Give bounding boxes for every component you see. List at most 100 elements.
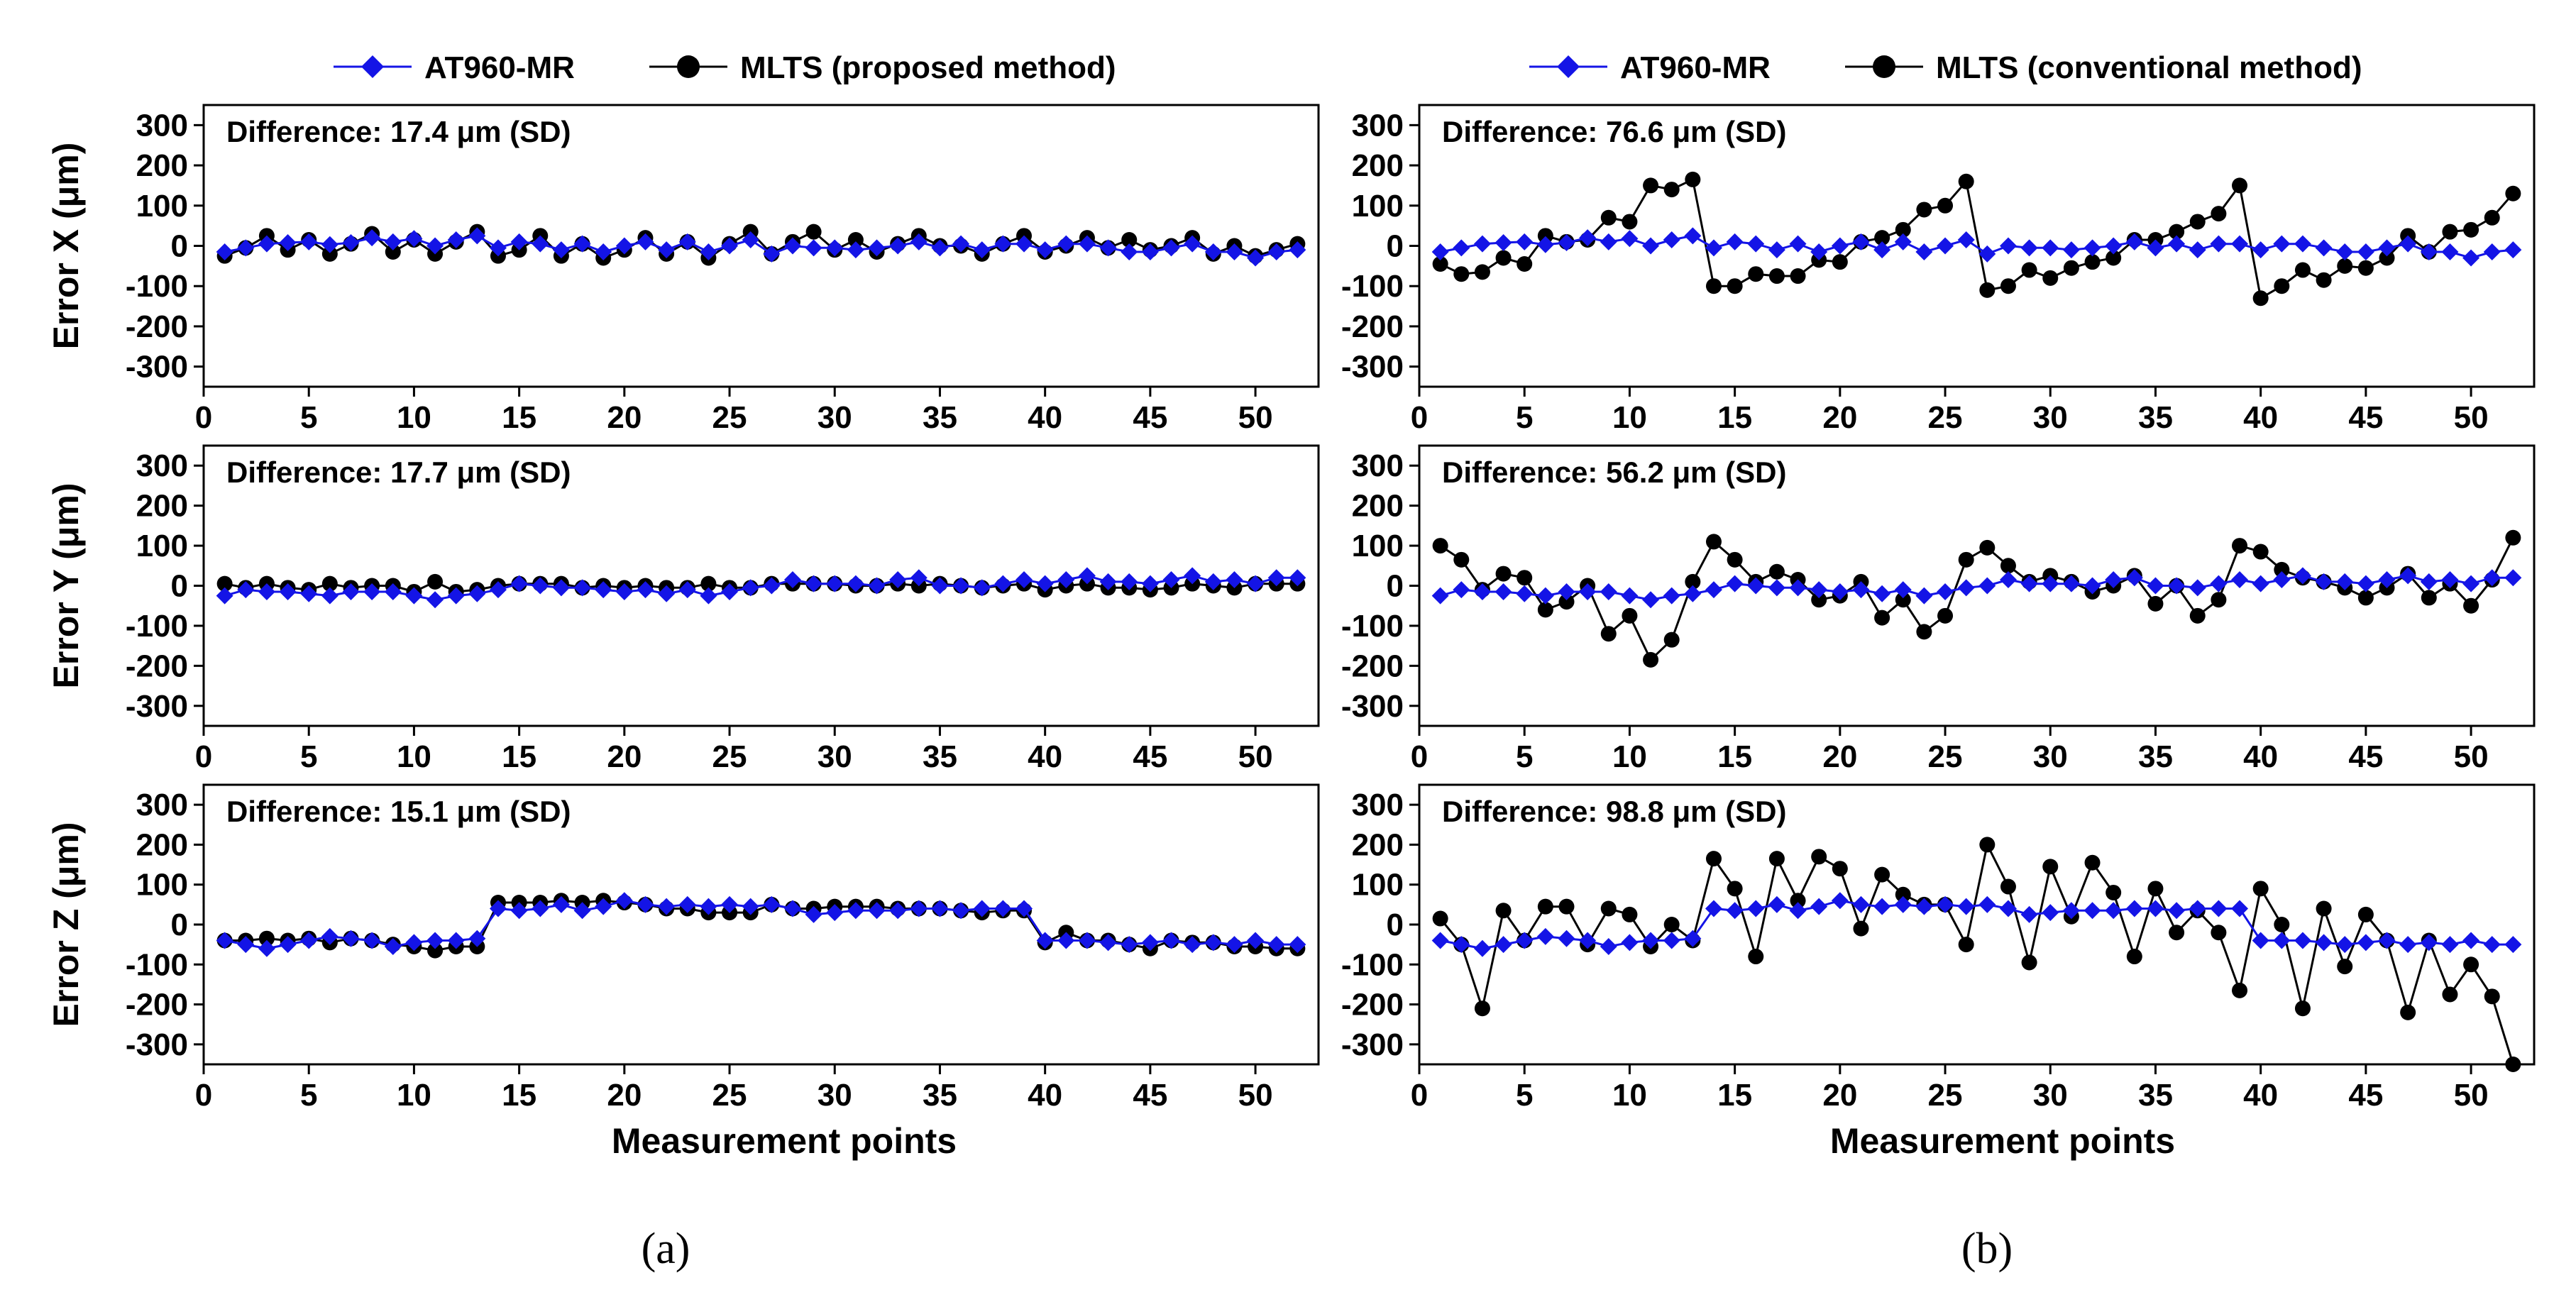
data-point-at960 <box>595 898 612 915</box>
data-point-mlts <box>2337 258 2353 274</box>
data-point-at960 <box>1684 585 1702 602</box>
data-point-at960 <box>258 939 275 957</box>
y-tick-label: 100 <box>136 529 188 563</box>
data-point-at960 <box>2042 904 2059 922</box>
data-point-at960 <box>595 581 612 599</box>
data-point-at960 <box>678 895 696 913</box>
data-point-at960 <box>2062 575 2080 592</box>
data-point-at960 <box>2483 243 2501 261</box>
data-point-at960 <box>363 229 381 247</box>
data-point-at960 <box>552 895 570 913</box>
data-point-at960 <box>1536 927 1554 945</box>
data-point-mlts <box>2316 272 2332 288</box>
chart-panel-4: 0 5 10 15 20 25 30 35 40 45 50 300 200 100 0 -100 -200 -3… <box>1341 444 2536 774</box>
data-point-at960 <box>1642 237 1660 255</box>
data-point-at960 <box>2210 235 2228 253</box>
data-point-at960 <box>2441 243 2459 261</box>
data-point-mlts <box>1600 626 1617 642</box>
data-point-at960 <box>300 585 318 602</box>
data-point-mlts <box>258 930 275 947</box>
data-point-at960 <box>847 241 864 259</box>
data-point-at960 <box>2231 235 2249 253</box>
data-point-at960 <box>279 233 297 251</box>
x-tick-label: 40 <box>1028 1078 1062 1113</box>
data-point-mlts <box>1832 254 1848 270</box>
data-point-at960 <box>2294 932 2311 949</box>
data-point-at960 <box>1473 939 1491 957</box>
y-tick-label: 200 <box>1352 489 1404 524</box>
data-point-mlts <box>1895 592 1911 608</box>
data-point-at960 <box>1999 900 2017 917</box>
data-point-at960 <box>2336 243 2354 261</box>
data-point-mlts <box>1643 651 1659 668</box>
data-point-at960 <box>426 591 444 609</box>
x-tick-label: 25 <box>1928 739 1963 774</box>
x-tick-label: 0 <box>195 1078 212 1113</box>
data-point-at960 <box>889 902 907 920</box>
data-point-mlts <box>1916 202 1932 218</box>
data-point-at960 <box>1873 898 1891 915</box>
data-point-mlts <box>1622 607 1638 624</box>
data-point-at960 <box>868 577 886 595</box>
data-point-at960 <box>1536 587 1554 605</box>
data-point-at960 <box>595 243 612 261</box>
data-point-mlts <box>1727 551 1743 568</box>
data-point-at960 <box>805 905 822 923</box>
data-point-at960 <box>1937 583 1954 600</box>
data-point-at960 <box>1937 895 1954 913</box>
data-point-at960 <box>1579 583 1597 600</box>
data-point-at960 <box>1810 243 1828 261</box>
data-point-at960 <box>1121 243 1138 261</box>
x-tick-label: 5 <box>300 739 317 774</box>
legend-mlts-label: MLTS (conventional method) <box>1936 50 2362 85</box>
series-line-mlts <box>1439 177 2514 300</box>
series-line-at960 <box>1440 574 2514 601</box>
data-point-at960 <box>1289 936 1306 954</box>
data-point-mlts <box>2463 956 2479 973</box>
data-point-at960 <box>1078 932 1096 949</box>
data-point-at960 <box>637 233 654 250</box>
data-point-at960 <box>952 902 970 920</box>
data-point-at960 <box>2504 241 2522 259</box>
data-point-mlts <box>2000 878 2016 895</box>
data-point-at960 <box>1558 930 1575 947</box>
data-point-at960 <box>510 902 528 920</box>
y-tick-label: -100 <box>126 609 188 644</box>
x-tick-label: 30 <box>2033 400 2068 435</box>
plots: 0 5 10 15 20 25 30 35 40 45 503002001000-100-200-3… <box>46 104 2536 1113</box>
data-point-at960 <box>2125 900 2143 917</box>
y-tick-label: -300 <box>126 1027 188 1062</box>
difference-annotation: Difference: 17.4 μm (SD) <box>226 115 571 148</box>
y-tick-label: -200 <box>1341 988 1404 1022</box>
data-point-at960 <box>2357 575 2374 592</box>
x-tick-label: 15 <box>502 1078 536 1113</box>
data-point-at960 <box>2189 241 2206 259</box>
data-point-at960 <box>1894 233 1912 250</box>
y-tick-label: -200 <box>126 988 188 1022</box>
data-point-at960 <box>2336 573 2354 590</box>
data-point-at960 <box>615 892 633 910</box>
data-point-mlts <box>2252 881 2269 897</box>
series-line-at960 <box>224 899 1298 950</box>
data-point-at960 <box>489 900 507 917</box>
data-point-mlts <box>2232 982 2248 998</box>
data-point-at960 <box>2062 241 2080 259</box>
data-point-mlts <box>2211 206 2227 222</box>
data-point-at960 <box>1894 895 1912 913</box>
data-point-mlts <box>1768 268 1785 285</box>
data-point-at960 <box>405 587 423 605</box>
y-tick-label: 200 <box>136 489 188 524</box>
series-line-at960 <box>224 574 1298 601</box>
data-point-at960 <box>2210 900 2228 917</box>
legend-ref-label: AT960-MR <box>424 50 575 85</box>
data-point-at960 <box>1431 587 1449 605</box>
data-point-at960 <box>1078 235 1096 253</box>
data-point-at960 <box>2252 575 2269 592</box>
data-point-at960 <box>1099 934 1117 952</box>
data-point-mlts <box>1432 256 1448 272</box>
data-point-at960 <box>2399 235 2417 253</box>
data-point-at960 <box>1978 895 1996 913</box>
data-point-at960 <box>1747 900 1765 917</box>
data-point-at960 <box>1957 898 1975 915</box>
y-tick-label: -100 <box>1341 269 1404 304</box>
